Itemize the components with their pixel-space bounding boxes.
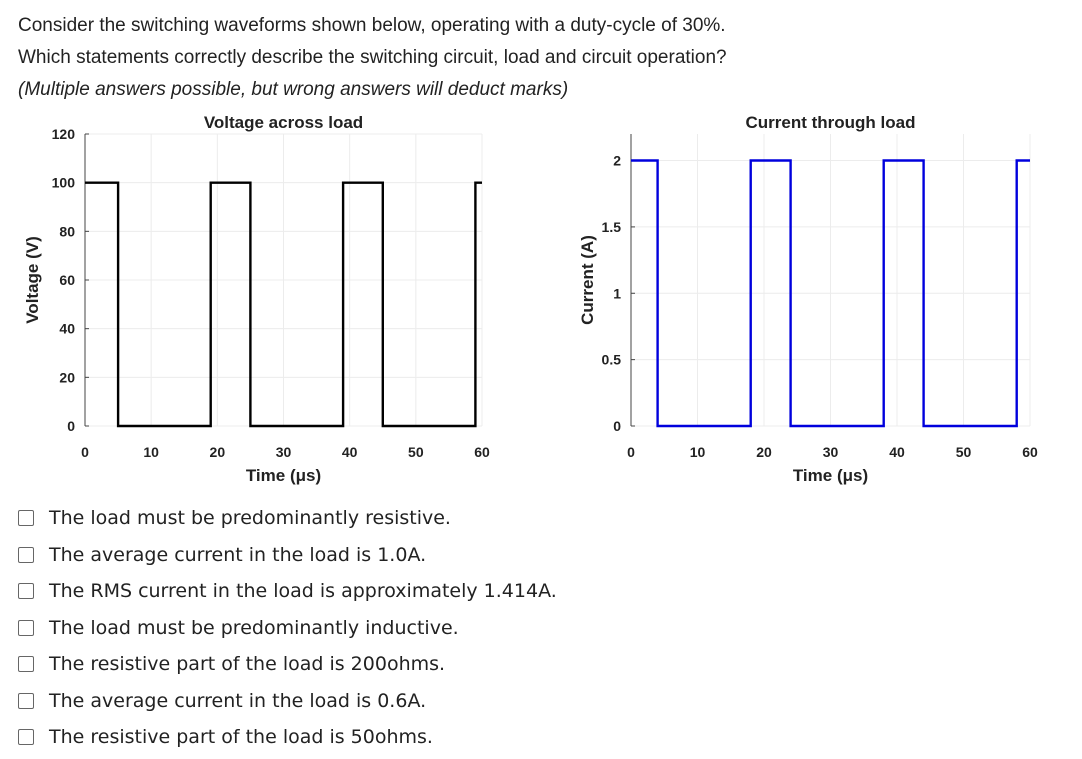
answer-option-label: The resistive part of the load is 200ohm… (49, 653, 446, 676)
x-tick-label: 0 (81, 444, 89, 460)
x-axis-label: Time (μs) (793, 466, 868, 485)
x-tick-label: 30 (276, 444, 292, 460)
x-tick-label: 0 (627, 444, 635, 460)
y-tick-label: 100 (52, 175, 76, 191)
checkbox[interactable] (18, 729, 34, 746)
y-tick-label: 1 (613, 285, 621, 301)
answer-option-label: The load must be predominantly resistive… (49, 507, 451, 530)
x-axis-label: Time (μs) (246, 466, 321, 485)
answer-option-label: The resistive part of the load is 50ohms… (49, 726, 433, 749)
x-tick-label: 60 (1022, 444, 1038, 460)
y-tick-label: 20 (59, 369, 75, 385)
series-line (85, 181, 482, 428)
x-tick-label: 60 (474, 444, 490, 460)
x-tick-label: 10 (143, 444, 159, 460)
y-tick-label: 0 (67, 418, 75, 434)
chart-title: Current through load (746, 113, 916, 132)
y-tick-label: 120 (52, 126, 76, 142)
answer-option-label: The average current in the load is 1.0A. (49, 543, 427, 566)
checkbox[interactable] (18, 583, 34, 600)
chart-title: Voltage across load (204, 113, 363, 132)
x-tick-label: 50 (956, 444, 972, 460)
y-tick-label: 0.5 (602, 352, 622, 368)
x-tick-label: 40 (342, 444, 358, 460)
x-tick-label: 10 (690, 444, 706, 460)
series-line (631, 159, 1030, 428)
x-tick-label: 50 (408, 444, 424, 460)
checkbox[interactable] (18, 546, 34, 563)
answer-options: The load must be predominantly resistive… (18, 500, 557, 756)
checkbox[interactable] (18, 692, 34, 709)
answer-option[interactable]: The average current in the load is 1.0A. (18, 537, 557, 574)
question-line-2: Which statements correctly describe the … (18, 47, 727, 68)
y-tick-label: 1.5 (602, 219, 622, 235)
answer-option[interactable]: The resistive part of the load is 200ohm… (18, 646, 557, 683)
checkbox[interactable] (18, 619, 34, 636)
answer-option[interactable]: The average current in the load is 0.6A. (18, 683, 557, 720)
y-axis-label: Current (A) (578, 235, 597, 325)
y-tick-label: 80 (59, 223, 75, 239)
question-note: (Multiple answers possible, but wrong an… (18, 79, 569, 100)
answer-option[interactable]: The load must be predominantly inductive… (18, 610, 557, 647)
question-text: Consider the switching waveforms shown b… (18, 10, 727, 106)
y-tick-label: 60 (59, 272, 75, 288)
y-tick-label: 2 (613, 153, 621, 169)
answer-option-label: The average current in the load is 0.6A. (49, 689, 427, 712)
answer-option[interactable]: The RMS current in the load is approxima… (18, 573, 557, 610)
question-line-1: Consider the switching waveforms shown b… (18, 15, 726, 36)
answer-option-label: The RMS current in the load is approxima… (49, 580, 557, 603)
voltage-chart: 0 20 40 60 80 100 120 0 10 20 30 40 50 60 Voltage acro… (23, 113, 490, 485)
x-tick-label: 40 (889, 444, 905, 460)
y-tick-label: 40 (59, 321, 75, 337)
y-axis-label: Voltage (V) (23, 236, 42, 324)
x-tick-label: 20 (210, 444, 226, 460)
checkbox[interactable] (18, 510, 34, 527)
y-tick-label: 0 (613, 418, 621, 434)
x-tick-label: 30 (823, 444, 839, 460)
answer-option-label: The load must be predominantly inductive… (49, 616, 459, 639)
x-tick-label: 20 (756, 444, 772, 460)
answer-option[interactable]: The load must be predominantly resistive… (18, 500, 557, 537)
answer-option[interactable]: The resistive part of the load is 50ohms… (18, 719, 557, 756)
checkbox[interactable] (18, 656, 34, 673)
